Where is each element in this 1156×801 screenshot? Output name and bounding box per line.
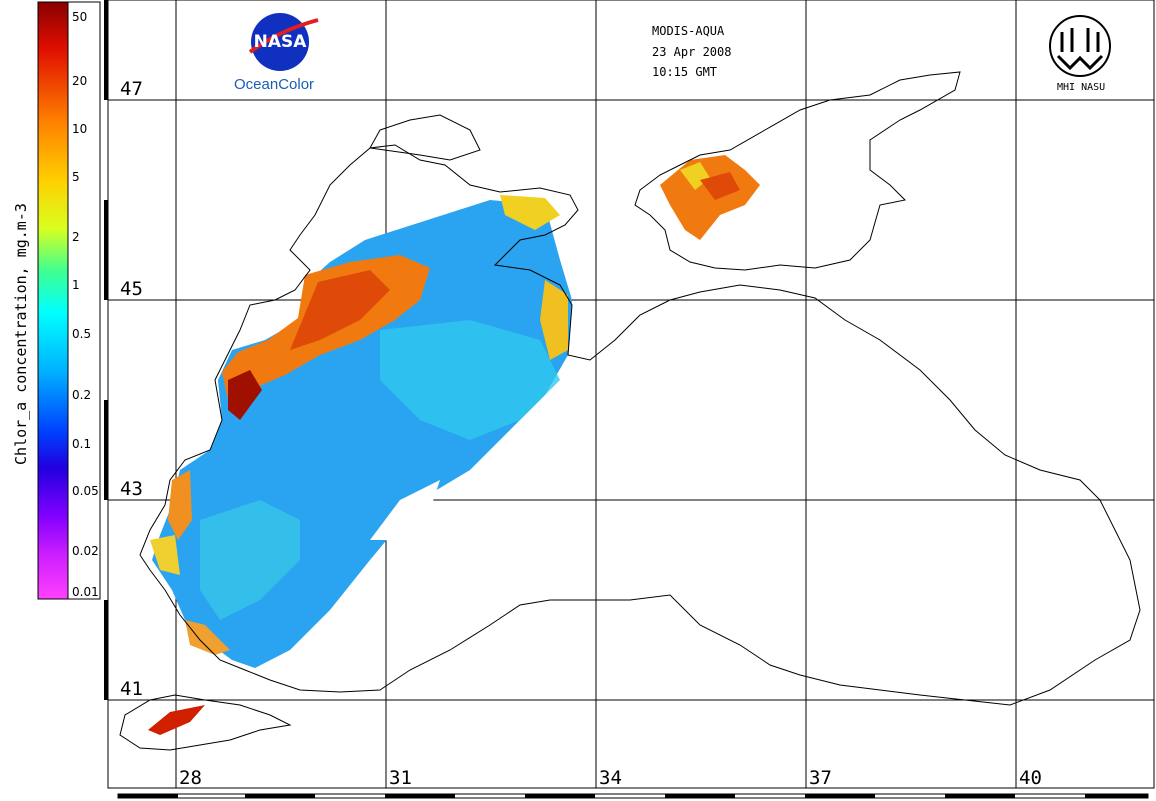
colorbar-tick: 0.05 — [72, 484, 99, 498]
coastline — [119, 71, 1141, 751]
mhi-nasu-label: MHI NASU — [1057, 82, 1106, 93]
colorbar-tick: 0.2 — [72, 388, 92, 402]
svg-text:NASA: NASA — [254, 32, 308, 52]
colorbar-tick: 1 — [72, 278, 80, 292]
longitude-label: 34 — [599, 767, 622, 789]
date-label: 23 Apr 2008 — [652, 45, 732, 59]
colorbar-tick: 0.1 — [72, 437, 92, 451]
graticule — [108, 0, 1154, 788]
longitude-label: 40 — [1019, 767, 1042, 789]
time-label: 10:15 GMT — [652, 65, 718, 79]
colorbar — [37, 1, 69, 600]
latitude-label: 41 — [120, 678, 143, 700]
latitude-label: 47 — [120, 78, 143, 100]
azov-patch — [660, 155, 760, 240]
colorbar-tick: 50 — [72, 10, 88, 24]
longitude-label: 37 — [809, 767, 832, 789]
colorbar-tick: 10 — [72, 122, 88, 136]
colorbar-tick: 0.02 — [72, 544, 99, 558]
colorbar-tick: 0.01 — [72, 585, 99, 599]
mhi-nasu-logo-icon — [1049, 15, 1111, 77]
sensor-label: MODIS-AQUA — [652, 24, 725, 38]
chlorophyll-swath — [148, 195, 572, 735]
latitude-label: 45 — [120, 278, 143, 300]
bottom-scale-bar — [117, 793, 1149, 799]
oceancolor-brand: OceanColor — [234, 76, 315, 93]
longitude-label: 31 — [389, 767, 412, 789]
map-frame — [107, 0, 1155, 789]
longitude-label: 28 — [179, 767, 202, 789]
colorbar-tick: 5 — [72, 170, 80, 184]
colorbar-tick: 20 — [72, 74, 88, 88]
colorbar-tick: 0.5 — [72, 327, 92, 341]
nasa-logo-icon: NASA — [248, 13, 319, 71]
latitude-label: 43 — [120, 478, 143, 500]
colorbar-tick: 2 — [72, 230, 80, 244]
